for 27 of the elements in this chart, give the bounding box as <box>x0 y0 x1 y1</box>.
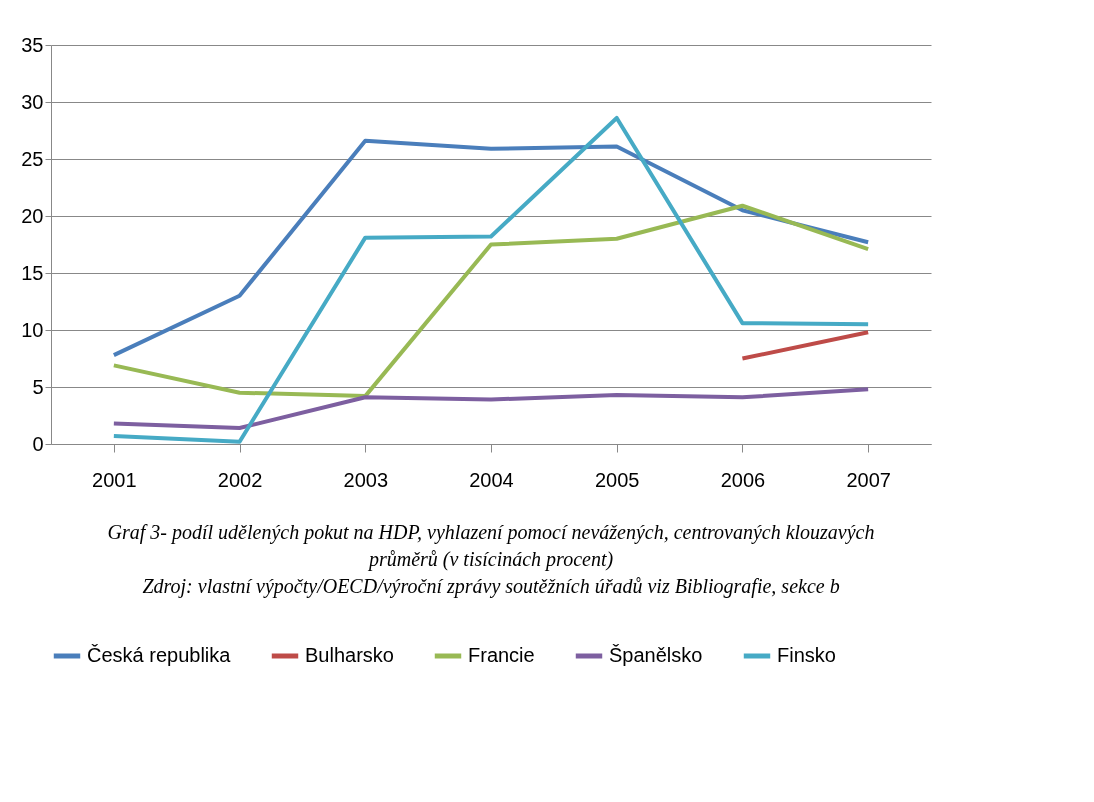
legend-label: Finsko <box>777 644 836 666</box>
y-tick-label: 5 <box>32 375 44 398</box>
y-tick-label: 35 <box>21 33 44 56</box>
x-tick-label: 2007 <box>846 468 891 491</box>
text: Zdroj: vlastní výpočty/OECD/výroční zprávy soutěžních úřadů viz Bibliografie, sekce b <box>142 574 840 598</box>
text: průměrů (v tisícinách procent) <box>366 548 614 571</box>
y-tick-label: 30 <box>21 90 44 113</box>
line-series <box>111 203 871 399</box>
y-tick-label: 0 <box>32 432 44 455</box>
y-tick-label: 25 <box>21 147 44 170</box>
x-tick-label: 2001 <box>92 468 137 491</box>
y-tick-label: 10 <box>21 318 44 341</box>
line-series <box>111 387 871 431</box>
y-tick-label: 20 <box>21 204 44 227</box>
text: Graf 3- podíl udělených pokut na HDP, vyhlazení pomocí nevážených, centrovaných klouzavých <box>107 521 875 545</box>
x-tick-label: 2004 <box>469 468 514 491</box>
line-series <box>111 115 871 444</box>
line-series <box>111 138 871 358</box>
legend-label: Španělsko <box>609 644 703 666</box>
legend-label: Česká republika <box>87 644 232 666</box>
legend-label: Francie <box>468 644 535 666</box>
x-tick-label: 2005 <box>594 468 640 491</box>
y-tick-label: 15 <box>21 261 44 284</box>
x-tick-label: 2003 <box>343 468 389 491</box>
x-tick-label: 2002 <box>217 468 263 491</box>
x-tick-label: 2006 <box>720 468 766 491</box>
legend-label: Bulharsko <box>305 644 394 666</box>
